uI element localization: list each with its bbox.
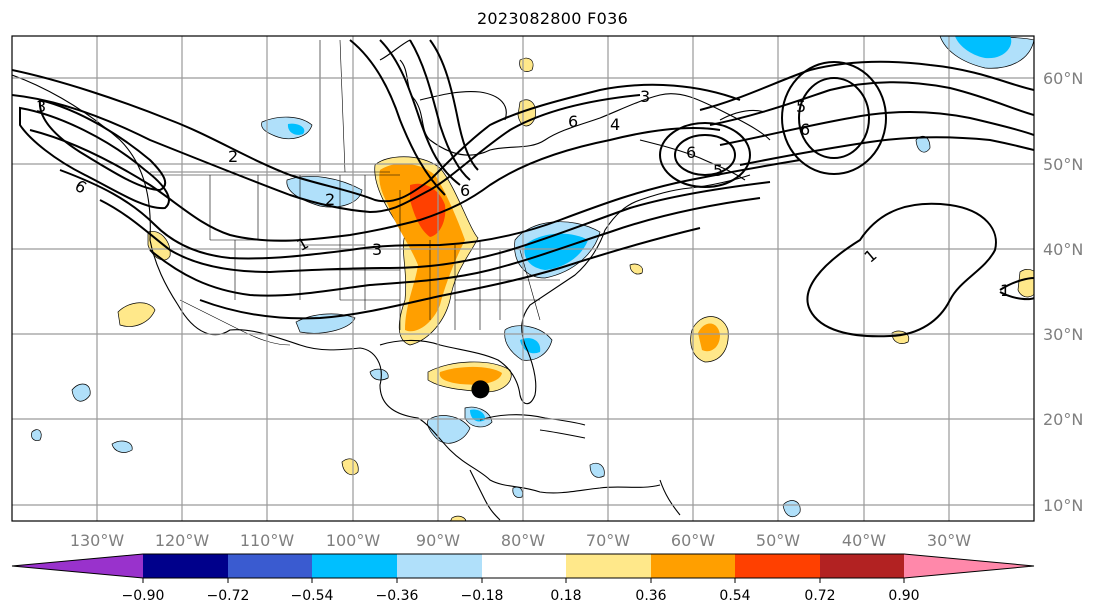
negative-anomaly-region bbox=[111, 440, 133, 453]
negative-anomaly-region bbox=[31, 429, 42, 441]
positive-anomaly-region bbox=[698, 323, 720, 352]
positive-anomaly-region bbox=[891, 330, 910, 344]
map-frame bbox=[11, 35, 1035, 522]
longitude-label: 80°W bbox=[501, 531, 545, 550]
contour-label: 6 bbox=[460, 181, 470, 200]
negative-anomaly-region bbox=[287, 123, 305, 135]
contour-label: 1 bbox=[1000, 281, 1010, 300]
longitude-label: 50°W bbox=[756, 531, 800, 550]
longitude-label: 130°W bbox=[70, 531, 125, 550]
contour-label: 3 bbox=[36, 97, 46, 116]
colorbar-tick-label: 0.72 bbox=[804, 588, 835, 604]
colorbar-swatch bbox=[904, 554, 1034, 578]
anomaly-shading bbox=[31, 36, 1034, 521]
positive-anomaly-region bbox=[519, 57, 534, 72]
colorbar-swatch bbox=[820, 554, 904, 578]
longitude-labels: 130°W 120°W 110°W 100°W 90°W 80°W 70°W 6… bbox=[70, 531, 971, 550]
longitude-label: 60°W bbox=[671, 531, 715, 550]
latitude-label: 10°N bbox=[1043, 496, 1083, 515]
negative-anomaly-region bbox=[261, 116, 313, 139]
latitude-label: 20°N bbox=[1043, 410, 1083, 429]
latitude-label: 40°N bbox=[1043, 240, 1083, 259]
latitude-labels: 60°N 50°N 40°N 30°N 20°N 10°N bbox=[1043, 69, 1083, 515]
coastlines bbox=[12, 39, 771, 521]
storm-center-marker bbox=[471, 380, 490, 399]
latitude-label: 30°N bbox=[1043, 325, 1083, 344]
colorbar-tick-label: −0.36 bbox=[376, 588, 419, 604]
positive-anomaly-region bbox=[341, 458, 359, 476]
contour-label: 4 bbox=[610, 115, 620, 134]
longitude-label: 100°W bbox=[326, 531, 381, 550]
contour-label: 3 bbox=[640, 87, 650, 106]
negative-anomaly-region bbox=[427, 415, 471, 444]
colorbar-tick-label: 0.90 bbox=[888, 588, 919, 604]
contour-label: 3 bbox=[372, 240, 382, 259]
colorbar-swatch bbox=[651, 554, 735, 578]
colorbar-swatch bbox=[143, 554, 228, 578]
colorbar-swatch bbox=[228, 554, 312, 578]
negative-anomaly-region bbox=[520, 338, 541, 354]
longitude-label: 40°W bbox=[842, 531, 886, 550]
contour-label: 6 bbox=[800, 120, 810, 139]
longitude-label: 120°W bbox=[155, 531, 210, 550]
contour-label: 6 bbox=[686, 143, 696, 162]
contour-label: 1 bbox=[294, 233, 312, 255]
colorbar-tick-label: −0.18 bbox=[461, 588, 504, 604]
colorbar-swatch bbox=[482, 554, 566, 578]
colorbar-swatch bbox=[397, 554, 482, 578]
colorbar-tick-label: 0.54 bbox=[719, 588, 750, 604]
contour-label: 6 bbox=[568, 112, 578, 131]
positive-anomaly-region bbox=[117, 302, 156, 327]
colorbar-tick-label: −0.54 bbox=[291, 588, 334, 604]
colorbar-tick-label: 0.18 bbox=[550, 588, 581, 604]
longitude-label: 30°W bbox=[927, 531, 971, 550]
colorbar-swatch bbox=[12, 554, 143, 578]
positive-anomaly-region bbox=[439, 366, 502, 385]
negative-anomaly-region bbox=[369, 368, 389, 381]
height-contours bbox=[12, 39, 1034, 338]
contour-label: 6 bbox=[72, 176, 90, 198]
negative-anomaly-region bbox=[782, 500, 801, 518]
plot-title: 2023082800 F036 bbox=[476, 9, 629, 28]
colorbar-swatch bbox=[566, 554, 651, 578]
negative-anomaly-region bbox=[915, 135, 931, 153]
negative-anomaly-region bbox=[524, 233, 588, 270]
latitude-label: 60°N bbox=[1043, 69, 1083, 88]
negative-anomaly-region bbox=[71, 383, 91, 402]
positive-anomaly-region bbox=[450, 515, 467, 521]
contour-label: 5 bbox=[713, 161, 723, 180]
colorbar-swatch bbox=[735, 554, 820, 578]
longitude-label: 70°W bbox=[586, 531, 630, 550]
longitude-label: 110°W bbox=[240, 531, 295, 550]
positive-anomaly-region bbox=[629, 263, 643, 275]
contour-label: 5 bbox=[796, 97, 806, 116]
colorbar-tick-label: −0.90 bbox=[122, 588, 165, 604]
contour-label: 2 bbox=[325, 190, 335, 209]
contour-label: 2 bbox=[228, 147, 238, 166]
negative-anomaly-region bbox=[512, 486, 523, 498]
latitude-label: 50°N bbox=[1043, 155, 1083, 174]
negative-anomaly-region bbox=[955, 36, 1012, 59]
negative-anomaly-region bbox=[589, 462, 605, 478]
colorbar-tick-label: −0.72 bbox=[207, 588, 250, 604]
map-area: 6 2 3 6 2 1 3 5 6 4 3 6 5 6 1 1 bbox=[12, 36, 1034, 521]
colorbar-swatch bbox=[312, 554, 397, 578]
colorbar: −0.90 −0.72 −0.54 −0.36 −0.18 0.18 0.36 … bbox=[11, 553, 1035, 604]
positive-anomaly-region bbox=[1017, 269, 1034, 298]
longitude-label: 90°W bbox=[416, 531, 460, 550]
colorbar-tick-label: 0.36 bbox=[635, 588, 666, 604]
